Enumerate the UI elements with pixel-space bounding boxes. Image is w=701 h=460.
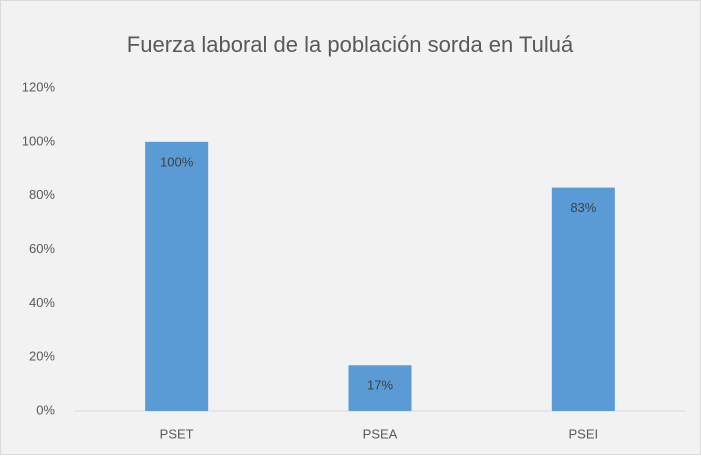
y-tick-label: 40% (29, 295, 55, 310)
y-tick-label: 100% (22, 133, 56, 148)
y-tick-label: 60% (29, 241, 55, 256)
x-tick-label: PSET (160, 426, 194, 441)
y-tick-label: 120% (22, 79, 56, 94)
x-tick-label: PSEI (569, 426, 599, 441)
chart-title: Fuerza laboral de la población sorda en … (127, 32, 574, 57)
bar (348, 365, 412, 411)
data-label: 83% (570, 200, 596, 215)
data-label: 100% (160, 154, 194, 169)
y-tick-label: 0% (36, 402, 55, 417)
y-tick-label: 20% (29, 349, 55, 364)
data-label: 17% (367, 378, 393, 393)
y-tick-label: 80% (29, 187, 55, 202)
bar (145, 141, 209, 412)
x-tick-label: PSEA (363, 426, 398, 441)
bar (551, 187, 615, 411)
